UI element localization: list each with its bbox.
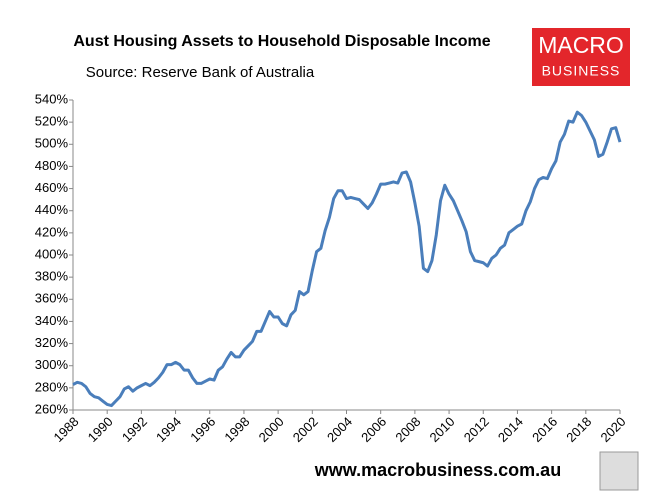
x-tick-label: 2016: [529, 414, 560, 445]
chart-subtitle: Source: Reserve Bank of Australia: [86, 64, 315, 81]
x-tick-label: 2000: [256, 414, 287, 445]
y-tick-label: 500%: [35, 136, 69, 151]
y-tick-label: 480%: [35, 158, 69, 173]
y-tick-label: 320%: [35, 335, 69, 350]
x-tick-label: 2002: [290, 414, 321, 445]
logo-box: [532, 28, 630, 86]
y-tick-label: 440%: [35, 202, 69, 217]
y-tick-label: 420%: [35, 224, 69, 239]
x-tick-label: 2020: [597, 414, 628, 445]
y-tick-label: 280%: [35, 379, 69, 394]
x-tick-label: 1992: [119, 414, 150, 445]
y-tick-label: 260%: [35, 401, 69, 416]
footer-url: www.macrobusiness.com.au: [314, 460, 561, 480]
y-tick-label: 340%: [35, 313, 69, 328]
y-tick-label: 540%: [35, 91, 69, 106]
x-tick-label: 1990: [85, 414, 116, 445]
x-tick-label: 1988: [50, 414, 81, 445]
logo-text: MACRO: [538, 32, 624, 58]
y-tick-label: 460%: [35, 180, 69, 195]
y-tick-label: 360%: [35, 291, 69, 306]
x-tick-label: 2004: [324, 414, 355, 445]
y-tick-label: 400%: [35, 246, 69, 261]
logo-text: BUSINESS: [542, 63, 621, 79]
x-tick-label: 1996: [187, 414, 218, 445]
x-tick-label: 2012: [461, 414, 492, 445]
fox-icon: [599, 451, 639, 491]
data-line: [72, 110, 622, 408]
x-tick-label: 2006: [358, 414, 389, 445]
y-tick-label: 520%: [35, 114, 69, 129]
x-tick-label: 1994: [153, 414, 184, 445]
x-tick-label: 1998: [221, 414, 252, 445]
y-tick-label: 300%: [35, 357, 69, 372]
x-tick-label: 2018: [563, 414, 594, 445]
x-tick-label: 2010: [427, 414, 458, 445]
y-tick-label: 380%: [35, 269, 69, 284]
chart-title: Aust Housing Assets to Household Disposa…: [73, 33, 490, 50]
x-tick-label: 2008: [392, 414, 423, 445]
x-tick-label: 2014: [495, 414, 526, 445]
